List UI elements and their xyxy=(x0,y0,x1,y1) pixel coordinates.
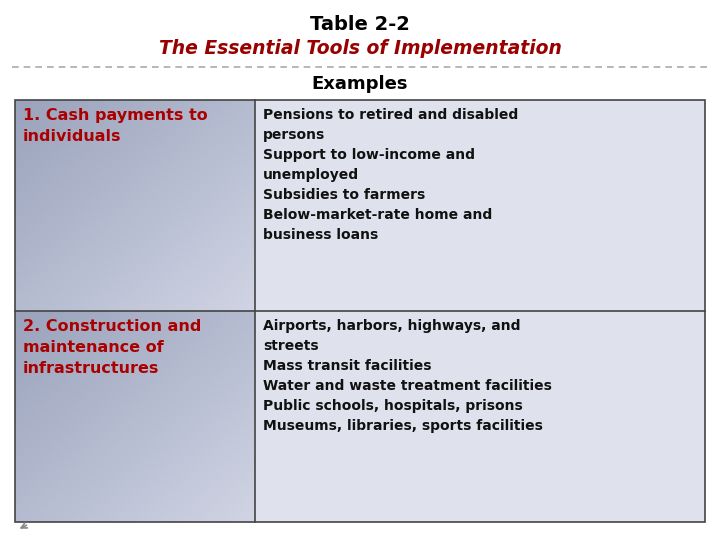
Bar xyxy=(255,311,705,522)
Text: The Essential Tools of Implementation: The Essential Tools of Implementation xyxy=(158,38,562,57)
Text: Pensions to retired and disabled
persons
Support to low-income and
unemployed
Su: Pensions to retired and disabled persons… xyxy=(263,108,518,242)
Text: Airports, harbors, highways, and
streets
Mass transit facilities
Water and waste: Airports, harbors, highways, and streets… xyxy=(263,319,552,433)
Text: 1. Cash payments to
individuals: 1. Cash payments to individuals xyxy=(23,108,208,144)
Text: Examples: Examples xyxy=(312,75,408,93)
Text: 2. Construction and
maintenance of
infrastructures: 2. Construction and maintenance of infra… xyxy=(23,319,202,376)
Bar xyxy=(255,100,705,311)
Bar xyxy=(15,100,705,522)
Text: Table 2-2: Table 2-2 xyxy=(310,16,410,35)
